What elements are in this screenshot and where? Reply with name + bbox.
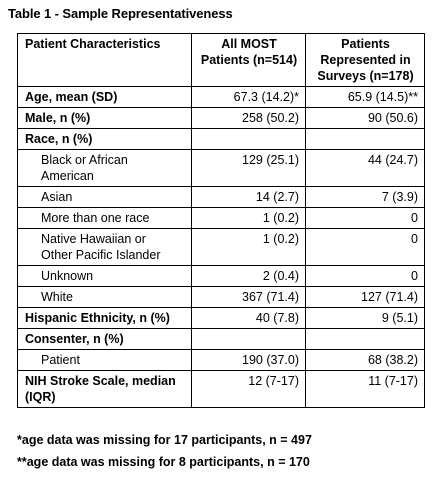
table-caption: Table 1 - Sample Representativeness [8,6,233,21]
row-label: White [17,286,192,308]
header-patient-characteristics: Patient Characteristics [17,33,192,87]
header-patients-in-surveys: Patients Represented in Surveys (n=178) [305,33,425,87]
cell-survey-patients [305,328,425,350]
header-all-most-patients: All MOST Patients (n=514) [191,33,306,87]
table-row: Hispanic Ethnicity, n (%) 40 (7.8) 9 (5.… [17,307,425,329]
row-label: More than one race [17,207,192,229]
table-row: Asian 14 (2.7) 7 (3.9) [17,186,425,208]
representativeness-table: Patient Characteristics All MOST Patient… [17,33,425,408]
cell-survey-patients: 68 (38.2) [305,349,425,371]
row-label: Male, n (%) [17,107,192,129]
footnote-age-missing-surveys: **age data was missing for 8 participant… [17,455,310,469]
table-row: Black or African American 129 (25.1) 44 … [17,149,425,187]
table-row: Patient 190 (37.0) 68 (38.2) [17,349,425,371]
cell-all-patients: 14 (2.7) [191,186,306,208]
row-label: Native Hawaiian or Other Pacific Islande… [17,228,192,266]
cell-all-patients: 1 (0.2) [191,207,306,229]
table-row: Male, n (%) 258 (50.2) 90 (50.6) [17,107,425,129]
row-label: Patient [17,349,192,371]
cell-all-patients: 258 (50.2) [191,107,306,129]
row-label: Hispanic Ethnicity, n (%) [17,307,192,329]
cell-survey-patients: 7 (3.9) [305,186,425,208]
table-row: Age, mean (SD) 67.3 (14.2)* 65.9 (14.5)*… [17,86,425,108]
cell-survey-patients: 90 (50.6) [305,107,425,129]
cell-survey-patients: 127 (71.4) [305,286,425,308]
cell-survey-patients: 44 (24.7) [305,149,425,187]
cell-survey-patients: 9 (5.1) [305,307,425,329]
table-row: Native Hawaiian or Other Pacific Islande… [17,228,425,266]
row-label: Black or African American [17,149,192,187]
cell-all-patients: 12 (7-17) [191,370,306,408]
cell-all-patients: 129 (25.1) [191,149,306,187]
table-row: White 367 (71.4) 127 (71.4) [17,286,425,308]
row-label: Age, mean (SD) [17,86,192,108]
cell-survey-patients: 0 [305,207,425,229]
table-header-row: Patient Characteristics All MOST Patient… [17,33,425,87]
cell-survey-patients: 65.9 (14.5)** [305,86,425,108]
cell-all-patients: 1 (0.2) [191,228,306,266]
table-row: Consenter, n (%) [17,328,425,350]
cell-survey-patients: 11 (7-17) [305,370,425,408]
cell-survey-patients: 0 [305,265,425,287]
cell-survey-patients [305,128,425,150]
cell-all-patients: 190 (37.0) [191,349,306,371]
table-row: Unknown 2 (0.4) 0 [17,265,425,287]
table-row: More than one race 1 (0.2) 0 [17,207,425,229]
cell-survey-patients: 0 [305,228,425,266]
row-label: NIH Stroke Scale, median (IQR) [17,370,192,408]
cell-all-patients [191,328,306,350]
row-label: Unknown [17,265,192,287]
cell-all-patients [191,128,306,150]
row-label: Race, n (%) [17,128,192,150]
row-label: Asian [17,186,192,208]
row-label: Consenter, n (%) [17,328,192,350]
cell-all-patients: 367 (71.4) [191,286,306,308]
cell-all-patients: 2 (0.4) [191,265,306,287]
table-row: Race, n (%) [17,128,425,150]
footnote-age-missing-all: *age data was missing for 17 participant… [17,433,312,447]
cell-all-patients: 67.3 (14.2)* [191,86,306,108]
table-row: NIH Stroke Scale, median (IQR) 12 (7-17)… [17,370,425,408]
cell-all-patients: 40 (7.8) [191,307,306,329]
